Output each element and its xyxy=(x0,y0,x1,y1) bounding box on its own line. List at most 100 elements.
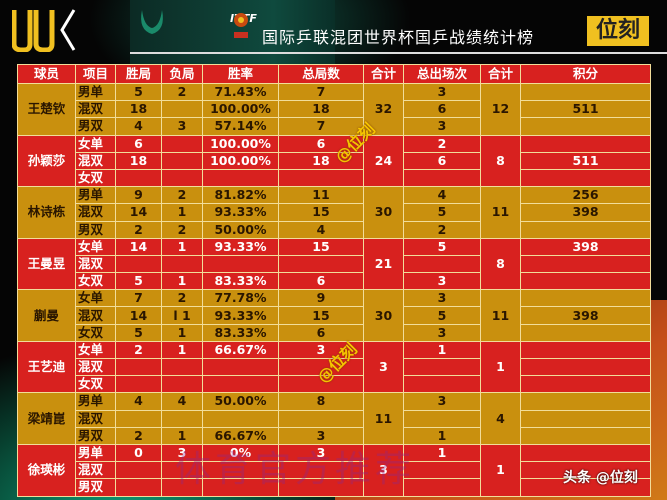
appearances-cell: 6 xyxy=(403,151,481,170)
appearances-cell xyxy=(403,375,481,394)
lost-cell xyxy=(161,134,203,153)
table-row: 混双 18 100.00% 18 6 511 xyxy=(18,151,651,170)
event-cell: 男双 xyxy=(75,478,116,497)
lost-cell: 2 xyxy=(161,220,203,239)
won-cell xyxy=(115,461,162,480)
table-row: 徐瑛彬 男单 0 3 0% 3 3 1 1 xyxy=(17,443,651,497)
total-games-cell xyxy=(278,409,364,428)
stats-table: 球员 项目 胜局 负局 胜率 总局数 合计 总出场次 合计 积分 王楚钦 男单 5 2 71.43% 7 32… xyxy=(17,64,651,497)
rate-cell: 83.33% xyxy=(202,272,279,291)
event-cell: 男双 xyxy=(75,117,116,136)
total-games-cell: 11 xyxy=(278,186,364,205)
appearances-cell xyxy=(403,254,481,274)
brand-badge: 位刻 xyxy=(587,16,649,46)
page-title: 国际乒联混团世界杯国乒战绩统计榜 xyxy=(262,28,535,47)
event-cell: 混双 xyxy=(75,409,116,428)
world-cup-logo xyxy=(141,10,163,34)
event-cell: 混双 xyxy=(75,306,116,325)
appearances-total-cell: 1 xyxy=(480,443,521,497)
points-cell xyxy=(520,357,651,377)
table-row: 王曼昱 女单 14 1 93.33% 15 21 5 8 398 xyxy=(17,237,651,291)
games-total-cell: 11 xyxy=(363,392,404,445)
table-row: 梁靖崑 男单 4 4 50.00% 8 11 3 4 xyxy=(17,392,651,445)
appearances-cell: 2 xyxy=(403,134,481,153)
won-cell: 14 xyxy=(115,306,162,325)
lost-cell: 1 xyxy=(161,323,203,342)
rate-cell: 100.00% xyxy=(202,151,279,170)
lost-cell: 4 xyxy=(161,392,203,411)
column-header: 胜局 xyxy=(115,64,162,84)
appearances-cell: 3 xyxy=(403,272,481,291)
games-total-cell: 3 xyxy=(363,340,404,394)
table-row: 林诗栋 男单 9 2 81.82% 11 30 4 11 256 xyxy=(17,186,651,239)
appearances-cell: 3 xyxy=(403,82,481,102)
points-cell: 398 xyxy=(520,203,651,222)
won-cell: 0 xyxy=(115,443,162,463)
points-cell xyxy=(520,443,651,463)
games-total-cell: 30 xyxy=(363,186,404,239)
total-games-cell: 18 xyxy=(278,100,364,119)
rate-cell: 66.67% xyxy=(202,426,279,445)
rate-cell xyxy=(202,168,279,188)
lost-cell: 2 xyxy=(161,186,203,205)
event-cell: 混双 xyxy=(75,254,116,274)
column-header: 负局 xyxy=(161,64,203,84)
table-header: 球员 项目 胜局 负局 胜率 总局数 合计 总出场次 合计 积分 xyxy=(17,64,651,84)
event-cell: 男单 xyxy=(75,392,116,411)
total-games-cell: 4 xyxy=(278,220,364,239)
points-cell xyxy=(520,478,651,497)
rate-cell: 81.82% xyxy=(202,186,279,205)
event-cell: 男单 xyxy=(75,82,116,102)
lost-cell xyxy=(161,254,203,274)
points-cell xyxy=(520,409,651,428)
event-cell: 女双 xyxy=(75,168,116,188)
table-row: 男双 2 1 66.67% 3 1 xyxy=(18,426,651,445)
table-row: 蒯曼 女单 7 2 77.78% 9 30 3 11 xyxy=(17,289,651,342)
table-row: 混双 xyxy=(18,254,651,274)
won-cell: 6 xyxy=(115,134,162,153)
event-cell: 男双 xyxy=(75,220,116,239)
appearances-cell: 5 xyxy=(403,203,481,222)
column-header: 项目 xyxy=(75,64,116,84)
won-cell xyxy=(115,478,162,497)
total-games-cell: 3 xyxy=(278,443,364,463)
table-row: 混双 14 1 93.33% 15 5 398 xyxy=(18,203,651,222)
column-header: 总出场次 xyxy=(403,64,481,84)
table-row: 女双 5 1 83.33% 6 3 xyxy=(18,323,651,342)
lost-cell: 2 xyxy=(161,82,203,102)
total-games-cell: 9 xyxy=(278,289,364,308)
total-games-cell xyxy=(278,254,364,274)
won-cell xyxy=(115,168,162,188)
points-cell xyxy=(520,272,651,291)
total-games-cell: 15 xyxy=(278,237,364,256)
rate-cell: 66.67% xyxy=(202,340,279,360)
points-cell xyxy=(520,323,651,342)
appearances-total-cell: 12 xyxy=(480,83,521,136)
appearances-cell: 3 xyxy=(403,289,481,308)
player-name: 林诗栋 xyxy=(17,186,76,239)
appearances-cell: 1 xyxy=(403,426,481,445)
won-cell: 4 xyxy=(115,117,162,136)
points-cell xyxy=(520,392,651,411)
appearances-total-cell: 4 xyxy=(480,392,521,445)
appearances-cell: 3 xyxy=(403,323,481,342)
appearances-cell xyxy=(403,478,481,497)
table-row: 女双 xyxy=(18,168,651,188)
rate-cell: 71.43% xyxy=(202,82,279,102)
points-cell xyxy=(520,340,651,360)
won-cell: 18 xyxy=(115,151,162,170)
total-games-cell: 7 xyxy=(278,82,364,102)
total-games-cell xyxy=(278,461,364,480)
rate-cell: 50.00% xyxy=(202,392,279,411)
points-cell: 256 xyxy=(520,186,651,205)
won-cell: 14 xyxy=(115,203,162,222)
appearances-cell: 3 xyxy=(403,117,481,136)
player-name: 王曼昱 xyxy=(17,237,76,291)
event-cell: 女单 xyxy=(75,340,116,360)
games-total-cell: 21 xyxy=(363,237,404,291)
total-games-cell: 15 xyxy=(278,306,364,325)
column-header: 球员 xyxy=(17,64,76,84)
total-games-cell: 6 xyxy=(278,272,364,291)
games-total-cell: 3 xyxy=(363,443,404,497)
lost-cell: 1 xyxy=(161,203,203,222)
